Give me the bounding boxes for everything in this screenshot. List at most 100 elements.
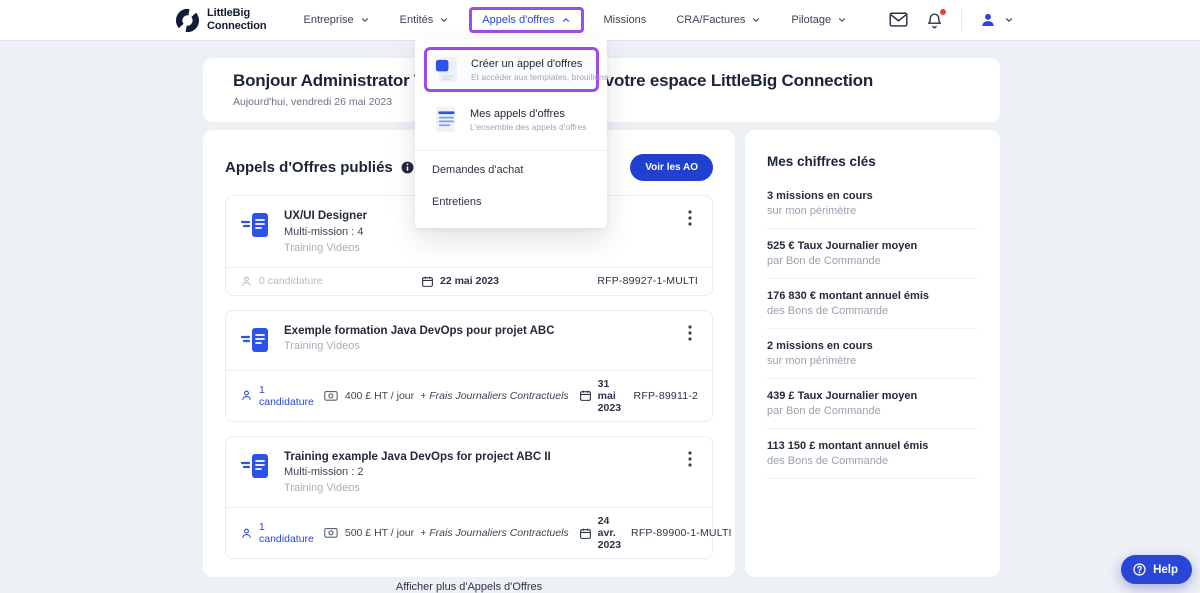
- rfp-card[interactable]: Training example Java DevOps for project…: [225, 435, 731, 560]
- nav-item-pilotage[interactable]: Pilotage: [776, 7, 862, 33]
- info-icon[interactable]: [401, 161, 414, 174]
- stat-item: 2 missions en cours sur mon périmètre: [767, 329, 978, 379]
- kebab-menu-icon[interactable]: [682, 208, 698, 233]
- stat-item: 113 150 £ montant annuel émis des Bons d…: [767, 429, 978, 479]
- chevron-down-icon: [439, 15, 449, 25]
- user-account-menu[interactable]: [980, 12, 1014, 28]
- stat-value: 525 € Taux Journalier moyen: [767, 240, 918, 252]
- voir-les-ao-button[interactable]: Voir les AO: [630, 154, 713, 181]
- rfp-card[interactable]: UX/UI Designer Multi-mission : 4 Trainin…: [225, 195, 713, 296]
- rfp-client: Training Videos: [284, 340, 360, 353]
- candidature-count[interactable]: 0 candidature: [240, 275, 323, 288]
- stat-item: 525 € Taux Journalier moyen par Bon de C…: [767, 229, 978, 279]
- create-rfp-icon: [434, 55, 459, 84]
- candidature-count[interactable]: 1 candidature: [240, 384, 314, 408]
- rfp-document-icon: [240, 325, 270, 360]
- help-button[interactable]: Help: [1121, 555, 1192, 584]
- rfp-client: Training Videos: [284, 241, 360, 254]
- rfp-daily-rate: 400 £ HT / jour + Frais Journaliers Cont…: [324, 390, 569, 402]
- my-rfps-icon: [433, 105, 458, 134]
- person-icon: [240, 389, 253, 402]
- rfp-client: Training Videos: [284, 482, 360, 495]
- logo-text: LittleBig Connection: [207, 7, 267, 32]
- key-figures-panel: Mes chiffres clés 3 missions en cours su…: [745, 130, 1000, 577]
- main-menu: Entreprise Entités Appels d'offres Missi…: [289, 7, 863, 33]
- littlebig-logo-icon: [175, 8, 200, 33]
- stat-value: 113 150 £ montant annuel émis: [767, 440, 929, 452]
- nav-item-entreprise[interactable]: Entreprise: [289, 7, 385, 33]
- rfp-document-icon: [240, 210, 270, 245]
- person-icon: [240, 275, 253, 288]
- kebab-menu-icon[interactable]: [682, 449, 698, 474]
- rfp-multi-mission: Multi-mission : 2: [284, 466, 364, 479]
- stat-label: sur mon périmètre: [767, 355, 857, 367]
- rfp-title: Training example Java DevOps for project…: [284, 450, 551, 463]
- rfp-date: 31 mai 2023: [579, 378, 624, 414]
- rfp-reference: RFP-89927-1-MULTI: [597, 275, 698, 288]
- stat-item: 439 £ Taux Journalier moyen par Bon de C…: [767, 379, 978, 429]
- rfp-reference: RFP-89900-1-MULTI: [631, 527, 732, 540]
- rfp-document-icon: [240, 451, 270, 486]
- user-avatar-icon: [980, 12, 996, 28]
- stat-label: par Bon de Commande: [767, 405, 881, 417]
- money-icon: [324, 527, 339, 539]
- menu-item-demandes-achat[interactable]: Demandes d'achat: [432, 164, 524, 176]
- rfp-title: Exemple formation Java DevOps pour proje…: [284, 324, 555, 337]
- nav-right-icons: [889, 7, 1014, 31]
- chevron-down-icon: [837, 15, 847, 25]
- nav-item-missions[interactable]: Missions: [603, 14, 647, 26]
- help-label: Help: [1153, 563, 1178, 576]
- notification-badge: [939, 7, 947, 16]
- menu-item-title: Créer un appel d'offres: [471, 57, 583, 70]
- question-mark-icon: [1132, 562, 1147, 577]
- menu-item-mes-appels-offres[interactable]: Mes appels d'offres L'ensemble des appel…: [425, 98, 597, 141]
- rfp-multi-mission: Multi-mission : 4: [284, 225, 364, 238]
- menu-item-entretiens[interactable]: Entretiens: [432, 196, 482, 208]
- stat-item: 3 missions en cours sur mon périmètre: [767, 179, 978, 229]
- menu-item-subtitle: L'ensemble des appels d'offres: [470, 121, 587, 132]
- chevron-down-icon: [751, 15, 761, 25]
- nav-item-appels-offres[interactable]: Appels d'offres: [469, 7, 584, 33]
- rfp-date: 22 mai 2023: [421, 275, 499, 288]
- nav-item-entites[interactable]: Entités: [385, 7, 465, 33]
- stat-value: 2 missions en cours: [767, 340, 873, 352]
- rfp-card[interactable]: Exemple formation Java DevOps pour proje…: [225, 309, 713, 422]
- notifications-bell-icon[interactable]: [926, 7, 947, 30]
- calendar-icon: [579, 389, 592, 402]
- messages-envelope-icon[interactable]: [889, 12, 908, 28]
- chevron-up-icon: [561, 15, 571, 25]
- menu-item-subtitle: Et accéder aux templates, brouillons: [471, 71, 609, 82]
- panel-title: Appels d'Offres publiés: [225, 159, 393, 176]
- rfp-title: UX/UI Designer: [284, 210, 368, 222]
- stat-label: sur mon périmètre: [767, 205, 857, 217]
- stat-label: par Bon de Commande: [767, 255, 881, 267]
- kebab-menu-icon[interactable]: [682, 323, 698, 348]
- stat-item: 176 830 € montant annuel émis des Bons d…: [767, 279, 978, 329]
- money-icon: [324, 390, 339, 402]
- show-more-link[interactable]: Afficher plus d'Appels d'Offres: [395, 581, 543, 593]
- rfp-daily-rate: 500 £ HT / jour + Frais Journaliers Cont…: [324, 527, 569, 539]
- stat-label: des Bons de Commande: [767, 305, 889, 317]
- rfp-reference: RFP-89911-2: [633, 389, 698, 402]
- person-icon: [240, 527, 253, 540]
- current-date: Aujourd'hui, vendredi 26 mai 2023: [233, 96, 393, 108]
- stat-value: 3 missions en cours: [767, 190, 873, 202]
- menu-item-title: Mes appels d'offres: [470, 107, 565, 120]
- appels-offres-dropdown-menu: Créer un appel d'offres Et accéder aux t…: [415, 39, 608, 228]
- rfp-date: 24 avr. 2023: [579, 515, 621, 551]
- stat-value: 176 830 € montant annuel émis: [767, 290, 930, 302]
- nav-divider: [961, 9, 962, 31]
- panel-title: Mes chiffres clés: [767, 154, 876, 169]
- nav-item-cra-factures[interactable]: CRA/Factures: [661, 7, 776, 33]
- calendar-icon: [579, 527, 592, 540]
- chevron-down-icon: [1004, 15, 1014, 25]
- top-navigation-bar: LittleBig Connection Entreprise Entités …: [0, 0, 1200, 40]
- littlebig-logo[interactable]: LittleBig Connection: [175, 7, 267, 32]
- stat-label: des Bons de Commande: [767, 455, 889, 467]
- menu-divider: [415, 150, 607, 151]
- stat-value: 439 £ Taux Journalier moyen: [767, 390, 918, 402]
- menu-item-creer-appel-offres[interactable]: Créer un appel d'offres Et accéder aux t…: [424, 47, 608, 92]
- candidature-count[interactable]: 1 candidature: [240, 521, 314, 545]
- calendar-icon: [421, 275, 434, 288]
- chevron-down-icon: [360, 15, 370, 25]
